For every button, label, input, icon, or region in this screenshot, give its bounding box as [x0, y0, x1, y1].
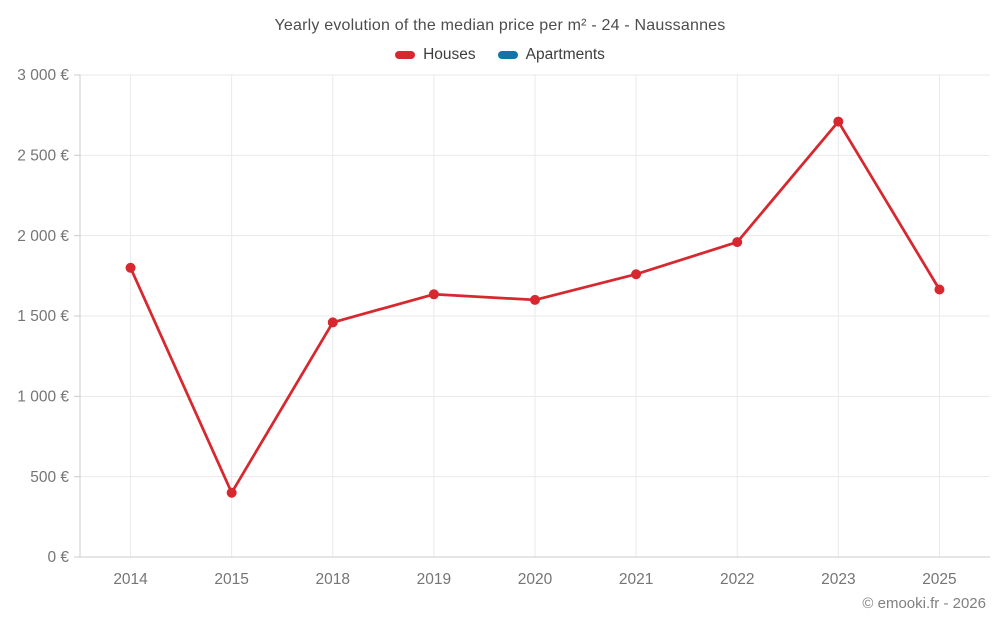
houses-series-swatch-icon: [395, 51, 416, 59]
legend-label-apartments: Apartments: [525, 46, 605, 63]
data-point-houses-2021[interactable]: [631, 269, 642, 280]
x-tick-label: 2019: [417, 571, 451, 588]
y-tick-label: 1 000 €: [17, 389, 69, 406]
x-tick-label: 2022: [720, 571, 754, 588]
x-tick-label: 2023: [821, 571, 855, 588]
x-tick-label: 2020: [518, 571, 553, 588]
data-point-houses-2018[interactable]: [327, 317, 338, 328]
legend-label-houses: Houses: [423, 46, 476, 63]
legend-item-apartments[interactable]: Apartments: [497, 46, 605, 64]
y-tick-label: 500 €: [30, 469, 69, 486]
legend-item-houses[interactable]: Houses: [395, 46, 476, 64]
data-point-houses-2020[interactable]: [530, 294, 540, 305]
data-point-houses-2015[interactable]: [226, 487, 237, 498]
apartments-series-swatch-icon: [497, 51, 518, 59]
x-tick-label: 2015: [214, 571, 248, 588]
y-tick-label: 0 €: [47, 549, 69, 566]
y-tick-label: 1 500 €: [17, 308, 69, 325]
y-tick-label: 3 000 €: [17, 67, 69, 84]
data-point-houses-2025[interactable]: [934, 284, 945, 295]
data-point-houses-2019[interactable]: [428, 289, 439, 300]
x-tick-label: 2018: [316, 571, 350, 588]
x-tick-label: 2014: [113, 571, 148, 588]
data-point-houses-2023[interactable]: [833, 116, 844, 127]
x-tick-label: 2021: [619, 571, 653, 588]
chart-legend: Houses Apartments: [0, 46, 1000, 64]
x-tick-label: 2025: [922, 571, 956, 588]
y-tick-label: 2 500 €: [17, 148, 69, 165]
data-point-houses-2014[interactable]: [125, 262, 136, 273]
footer-credit: © emooki.fr - 2026: [862, 595, 986, 612]
y-tick-label: 2 000 €: [17, 228, 69, 245]
chart-title: Yearly evolution of the median price per…: [274, 17, 726, 34]
data-point-houses-2022[interactable]: [732, 237, 743, 248]
